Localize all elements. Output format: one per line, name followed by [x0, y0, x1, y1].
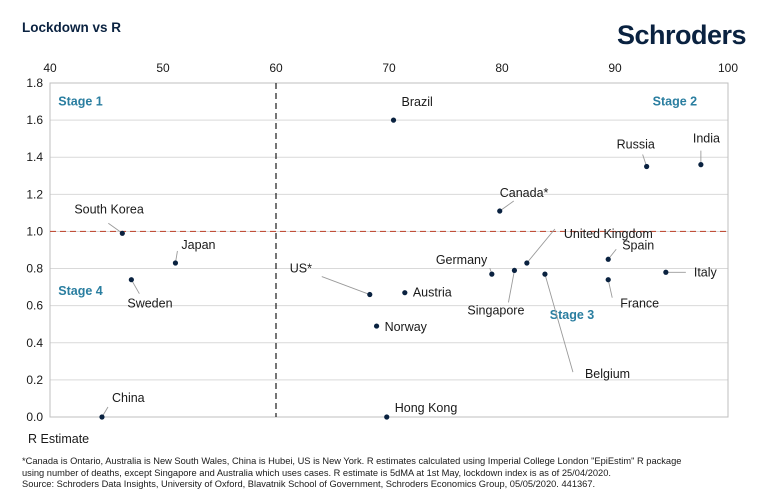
- point-label: Austria: [413, 286, 452, 300]
- stage-label: Stage 2: [653, 95, 698, 109]
- data-point: [489, 271, 495, 277]
- y-tick-label: 1.4: [26, 150, 43, 164]
- y-axis-label: R Estimate: [28, 432, 89, 446]
- y-tick-label: 0.8: [26, 262, 43, 276]
- y-tick-label: 0.4: [26, 336, 43, 350]
- y-tick-label: 0.2: [26, 373, 43, 387]
- x-tick-label: 50: [156, 61, 170, 75]
- data-point: [390, 117, 397, 123]
- y-tick-label: 1.8: [26, 76, 43, 90]
- footnote-line-2: using number of deaths, except Singapore…: [22, 467, 611, 478]
- scatter-chart: 0.0 0.2 0.4 0.6 0.8 1.0 1.2 1.4 1.6 1.840 50 60 70 80…: [26, 61, 738, 446]
- data-point: [644, 163, 650, 170]
- leader-line: [130, 279, 140, 294]
- leader-line: [108, 222, 123, 234]
- point-label: Belgium: [585, 367, 630, 381]
- data-point: [99, 414, 105, 420]
- point-label: Norway: [385, 320, 428, 334]
- x-tick-label: 40: [43, 61, 57, 75]
- y-tick-label: 1.0: [26, 224, 43, 238]
- stage-label: Stage 1: [58, 95, 103, 109]
- point-label: Italy: [694, 265, 718, 279]
- point-label: US*: [290, 262, 312, 276]
- data-point: [172, 260, 179, 266]
- y-tick-label: 0.6: [26, 299, 43, 313]
- data-point: [524, 260, 530, 266]
- schroders-logo: Schroders: [616, 20, 747, 50]
- point-label: Russia: [617, 138, 655, 152]
- leader-line: [321, 276, 370, 295]
- point-label: Spain: [622, 238, 654, 252]
- x-tick-label: 80: [495, 61, 509, 75]
- data-point: [605, 256, 611, 262]
- x-tick-label: 90: [608, 61, 622, 75]
- point-label: Hong Kong: [395, 401, 458, 415]
- footnote-line-1: *Canada is Ontario, Australia is New Sou…: [22, 456, 682, 466]
- y-tick-label: 1.6: [26, 113, 43, 127]
- point-label: Brazil: [402, 95, 433, 109]
- data-point: [497, 208, 503, 214]
- chart-title: Lockdown vs R: [22, 20, 122, 35]
- point-label: France: [620, 297, 659, 311]
- x-tick-label: 60: [269, 61, 283, 75]
- leader-line: [499, 200, 515, 212]
- point-label: South Korea: [74, 202, 144, 216]
- data-point: [128, 277, 134, 283]
- leader-line: [607, 279, 613, 298]
- x-tick-label: 100: [718, 61, 738, 75]
- point-label: Sweden: [127, 297, 172, 311]
- point-label: Germany: [436, 253, 488, 267]
- leader-line: [507, 270, 515, 303]
- data-point: [605, 277, 611, 283]
- leader-line: [544, 273, 574, 373]
- point-label: India: [693, 132, 720, 146]
- data-point: [511, 267, 518, 274]
- data-point: [367, 291, 373, 298]
- stage-label: Stage 4: [58, 284, 103, 298]
- point-label: United Kingdom: [564, 227, 653, 241]
- data-point: [119, 230, 125, 236]
- y-tick-label: 0.0: [26, 410, 43, 424]
- point-label: Canada*: [500, 186, 549, 200]
- footnote-line-3: Source: Schroders Data Insights, Univers…: [22, 479, 596, 490]
- data-point: [402, 290, 408, 296]
- leader-line: [526, 228, 556, 264]
- x-tick-label: 70: [382, 61, 396, 75]
- data-point: [663, 269, 669, 275]
- point-label: Japan: [181, 238, 215, 252]
- data-point: [373, 323, 380, 329]
- data-point: [542, 271, 548, 277]
- data-point: [698, 162, 704, 168]
- point-label: Singapore: [467, 303, 524, 317]
- y-tick-label: 1.2: [26, 187, 43, 201]
- point-label: China: [112, 391, 145, 405]
- stage-label: Stage 3: [550, 308, 595, 322]
- footnote: *Canada is Ontario, Australia is New Sou…: [22, 456, 752, 491]
- data-point: [384, 414, 390, 420]
